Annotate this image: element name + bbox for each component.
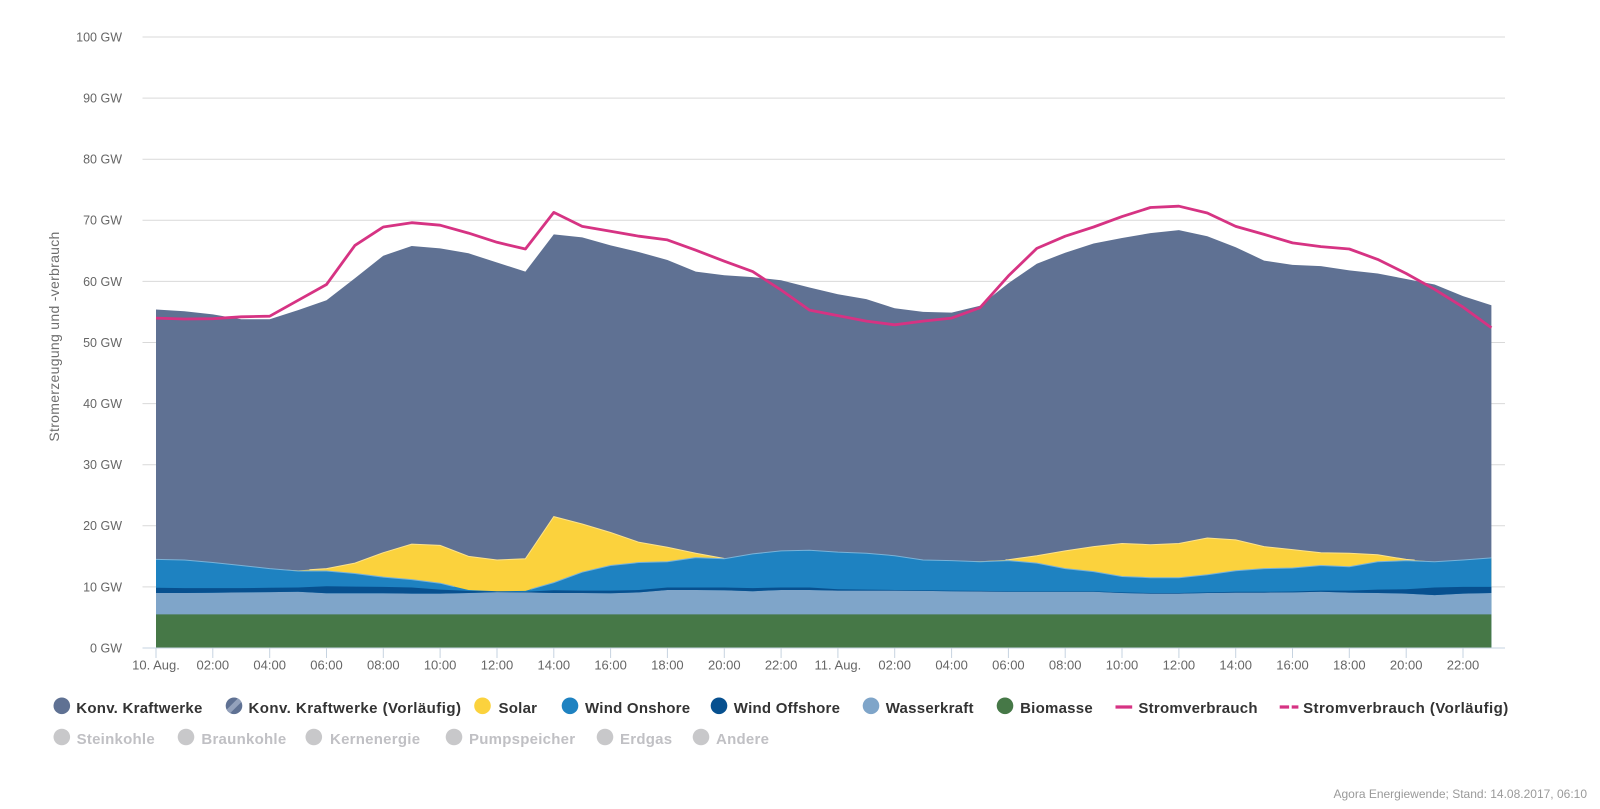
svg-text:22:00: 22:00 [1447, 658, 1480, 673]
svg-text:Andere: Andere [716, 731, 769, 748]
svg-text:16:00: 16:00 [1276, 658, 1309, 673]
svg-text:10:00: 10:00 [424, 658, 457, 673]
svg-text:12:00: 12:00 [1163, 658, 1196, 673]
svg-text:20:00: 20:00 [708, 658, 741, 673]
svg-text:20:00: 20:00 [1390, 658, 1423, 673]
svg-text:50 GW: 50 GW [83, 336, 122, 350]
svg-text:06:00: 06:00 [992, 658, 1025, 673]
svg-text:Konv. Kraftwerke (Vorläufig): Konv. Kraftwerke (Vorläufig) [249, 700, 462, 717]
svg-text:06:00: 06:00 [310, 658, 343, 673]
svg-text:Pumpspeicher: Pumpspeicher [469, 731, 575, 748]
svg-text:08:00: 08:00 [1049, 658, 1082, 673]
svg-text:22:00: 22:00 [765, 658, 798, 673]
svg-text:10 GW: 10 GW [83, 580, 122, 594]
svg-text:Agora Energiewende; Stand: 14.: Agora Energiewende; Stand: 14.08.2017, 0… [1333, 787, 1587, 801]
svg-text:90 GW: 90 GW [83, 92, 122, 106]
svg-text:30 GW: 30 GW [83, 458, 122, 472]
svg-text:60 GW: 60 GW [83, 275, 122, 289]
svg-text:14:00: 14:00 [1219, 658, 1252, 673]
svg-text:Stromerzeugung und -verbrauch: Stromerzeugung und -verbrauch [46, 231, 62, 441]
svg-text:0 GW: 0 GW [90, 641, 122, 655]
svg-text:Biomasse: Biomasse [1020, 700, 1093, 717]
svg-text:70 GW: 70 GW [83, 214, 122, 228]
svg-text:Erdgas: Erdgas [620, 731, 672, 748]
svg-text:Braunkohle: Braunkohle [201, 731, 286, 748]
svg-text:02:00: 02:00 [197, 658, 230, 673]
svg-text:80 GW: 80 GW [83, 153, 122, 167]
svg-text:18:00: 18:00 [651, 658, 684, 673]
svg-text:16:00: 16:00 [594, 658, 627, 673]
svg-text:14:00: 14:00 [538, 658, 571, 673]
svg-text:10. Aug.: 10. Aug. [132, 658, 180, 673]
svg-text:02:00: 02:00 [878, 658, 911, 673]
svg-text:Konv. Kraftwerke: Konv. Kraftwerke [76, 700, 202, 717]
svg-text:08:00: 08:00 [367, 658, 400, 673]
svg-text:10:00: 10:00 [1106, 658, 1139, 673]
svg-text:40 GW: 40 GW [83, 397, 122, 411]
svg-text:Kernenergie: Kernenergie [330, 731, 420, 748]
svg-text:04:00: 04:00 [935, 658, 968, 673]
svg-text:Steinkohle: Steinkohle [77, 731, 155, 748]
svg-text:Wind Onshore: Wind Onshore [585, 700, 690, 717]
svg-text:11. Aug.: 11. Aug. [815, 658, 862, 673]
svg-text:Stromverbrauch (Vorläufig): Stromverbrauch (Vorläufig) [1303, 700, 1509, 717]
svg-text:Wasserkraft: Wasserkraft [886, 700, 974, 717]
svg-text:Solar: Solar [499, 700, 538, 717]
svg-text:Wind Offshore: Wind Offshore [734, 700, 840, 717]
svg-text:12:00: 12:00 [481, 658, 514, 673]
svg-text:18:00: 18:00 [1333, 658, 1366, 673]
svg-text:20 GW: 20 GW [83, 519, 122, 533]
svg-text:100 GW: 100 GW [76, 30, 122, 44]
svg-text:04:00: 04:00 [253, 658, 286, 673]
svg-text:Stromverbrauch: Stromverbrauch [1138, 700, 1257, 717]
